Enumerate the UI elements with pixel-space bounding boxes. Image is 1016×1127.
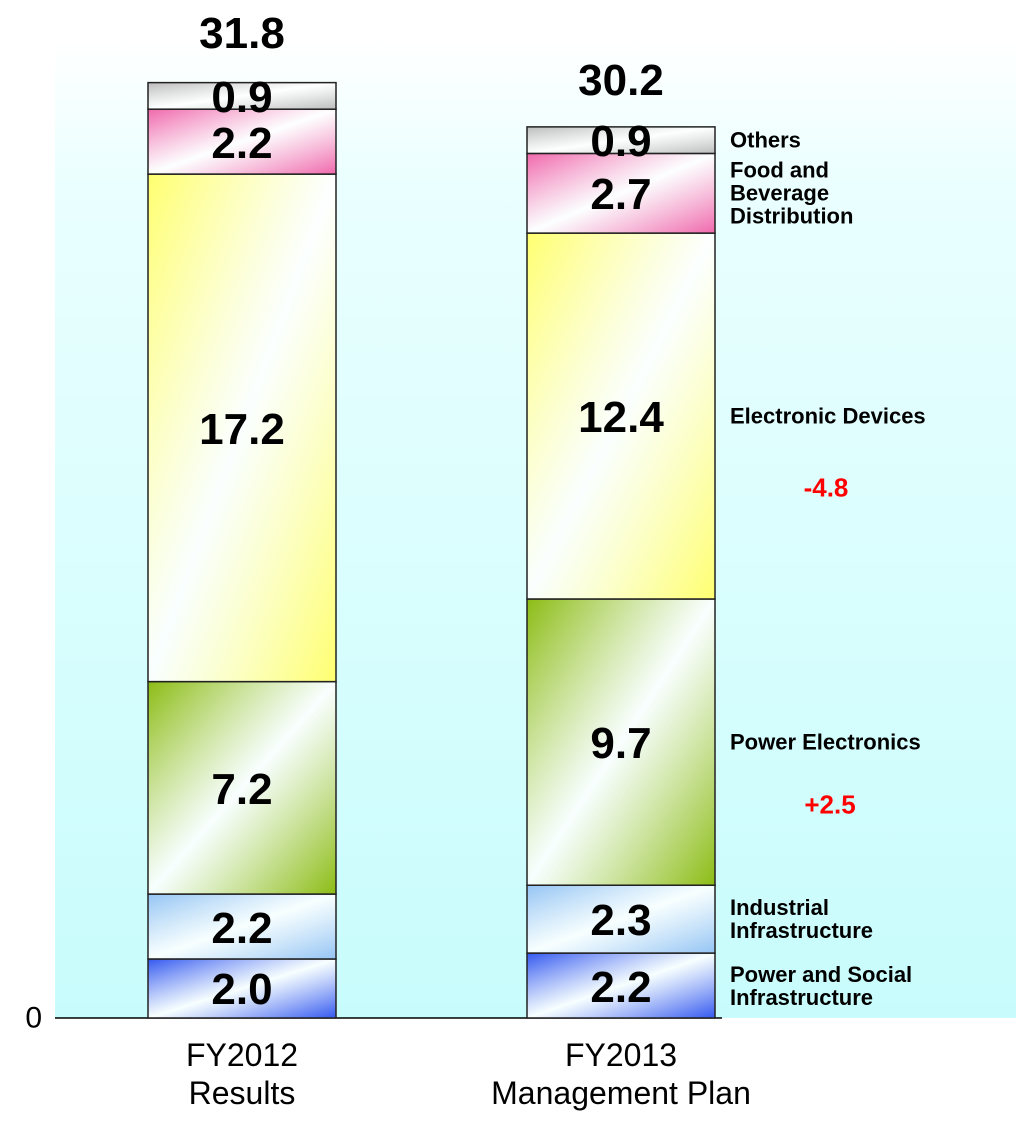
segment-value-label: 2.2: [211, 118, 273, 168]
bar-segment: [526, 952, 716, 1019]
segment-value-label: 2.2: [590, 962, 652, 1012]
y-tick-label: 0: [25, 1001, 42, 1035]
x-tick-label: FY2012 Results: [185, 1037, 299, 1112]
bar-segment: [147, 680, 337, 895]
segment-value-label: 2.2: [211, 903, 273, 953]
segment-value-label: 0.9: [211, 72, 273, 122]
bar-segment: [147, 173, 337, 683]
segment-value-label: 0.9: [590, 117, 652, 167]
segment-value-label: 2.7: [590, 170, 652, 220]
legend-label: Industrial Infrastructure: [730, 895, 874, 944]
bar-segment: [526, 126, 716, 155]
segment-value-label: 12.4: [578, 392, 664, 442]
segment-value-label: 2.3: [590, 896, 652, 946]
bar-segment: [526, 152, 716, 234]
segment-value-label: 2.0: [211, 965, 273, 1015]
segment-value-label: 7.2: [211, 764, 273, 814]
total-label: 30.2: [578, 55, 664, 105]
legend-label: Food and Beverage Distribution: [730, 157, 854, 229]
bar-segment: [147, 81, 337, 110]
legend-label: Power Electronics: [730, 729, 921, 755]
annotation: +2.5: [804, 789, 856, 820]
annotation: -4.8: [803, 472, 849, 503]
bar-segment: [147, 958, 337, 1019]
legend-label: Electronic Devices: [730, 403, 926, 429]
legend-label: Power and Social Infrastructure: [730, 961, 913, 1010]
bar-segment: [147, 108, 337, 175]
x-tick-label: FY2013 Management Plan: [491, 1037, 751, 1112]
segment-value-label: 17.2: [199, 404, 285, 454]
segment-value-label: 9.7: [590, 719, 652, 768]
legend-label: Others: [730, 127, 801, 153]
bar-segment: [147, 893, 337, 960]
total-label: 31.8: [199, 8, 285, 58]
bar-segment: [526, 884, 716, 954]
bar-segment: [526, 598, 716, 886]
